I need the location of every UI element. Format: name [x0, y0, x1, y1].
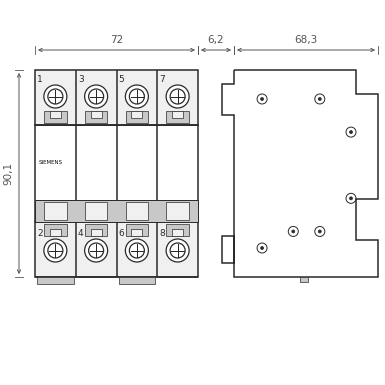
Circle shape: [85, 85, 108, 108]
Circle shape: [350, 131, 353, 134]
Bar: [126, 224, 148, 236]
Text: 2: 2: [37, 229, 43, 238]
Circle shape: [85, 239, 108, 262]
Bar: [166, 224, 189, 236]
Bar: [126, 202, 148, 220]
Circle shape: [44, 85, 67, 108]
Text: 5: 5: [119, 75, 124, 84]
Text: 8: 8: [159, 229, 165, 238]
Bar: [300, 277, 308, 282]
Text: 90,1: 90,1: [3, 162, 13, 185]
Bar: [35, 200, 198, 222]
Circle shape: [261, 246, 264, 249]
Bar: [172, 229, 183, 236]
Circle shape: [126, 85, 148, 108]
Text: 68,3: 68,3: [295, 35, 318, 45]
Circle shape: [292, 230, 295, 233]
Bar: [172, 111, 183, 118]
Text: 6: 6: [119, 229, 124, 238]
Text: 72: 72: [110, 35, 123, 45]
Circle shape: [166, 239, 189, 262]
Circle shape: [318, 97, 321, 100]
Text: 4: 4: [78, 229, 84, 238]
Bar: [85, 224, 107, 236]
Bar: [50, 229, 61, 236]
Bar: [85, 111, 107, 123]
Circle shape: [261, 97, 264, 100]
Bar: [90, 229, 102, 236]
Circle shape: [44, 239, 67, 262]
Bar: [166, 111, 189, 123]
Text: 6,2: 6,2: [208, 35, 224, 45]
Bar: [119, 277, 155, 284]
Bar: [131, 229, 142, 236]
Text: 7: 7: [159, 75, 165, 84]
Bar: [166, 202, 189, 220]
Bar: [50, 111, 61, 118]
Bar: [44, 111, 67, 123]
Polygon shape: [222, 70, 378, 277]
Text: 3: 3: [78, 75, 84, 84]
Circle shape: [318, 230, 321, 233]
Bar: [35, 70, 198, 125]
Bar: [35, 125, 198, 222]
Text: 1: 1: [37, 75, 43, 84]
Bar: [90, 111, 102, 118]
Bar: [131, 111, 142, 118]
Circle shape: [350, 197, 353, 200]
Bar: [44, 202, 67, 220]
Circle shape: [126, 239, 148, 262]
Text: SIEMENS: SIEMENS: [39, 160, 63, 165]
Bar: [37, 277, 74, 284]
Bar: [85, 202, 107, 220]
Bar: [35, 222, 198, 277]
Bar: [44, 224, 67, 236]
Bar: [126, 111, 148, 123]
Circle shape: [166, 85, 189, 108]
